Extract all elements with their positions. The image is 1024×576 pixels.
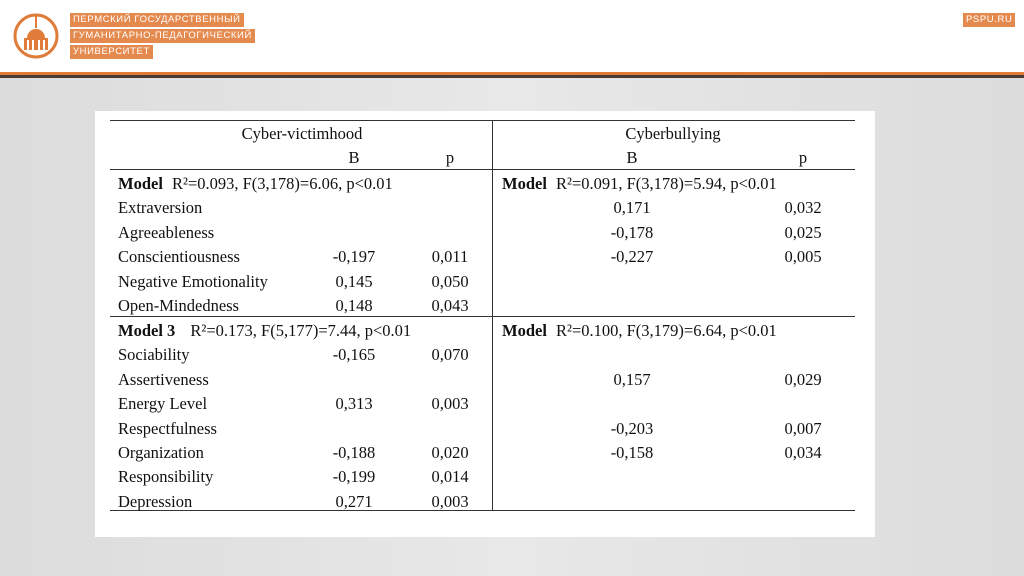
university-name: УНИВЕРСИТЕТ	[70, 45, 153, 59]
column-rule	[492, 120, 493, 510]
cell-value: 0,313	[335, 394, 373, 414]
column-header: p	[445, 148, 455, 167]
model-label: Model 3	[118, 320, 176, 340]
model-stats: R²=0.093, F(3,178)=6.06, p<0.01	[172, 174, 393, 193]
cell-value: -0,158	[610, 442, 654, 462]
cell-value: 0,025	[784, 222, 822, 242]
cell-value: 0,003	[431, 491, 469, 511]
cell-value: 0,014	[431, 467, 469, 487]
cell-value: 0,145	[335, 271, 373, 291]
cell-value: 0,003	[431, 394, 469, 414]
cell-value: 0,148	[335, 296, 373, 316]
university-name: ГУМАНИТАРНО-ПЕДАГОГИЧЕСКИЙ	[70, 29, 255, 43]
cell-value: -0,227	[610, 247, 654, 267]
section-header: Cyberbullying	[625, 124, 721, 143]
cell-value: 0,050	[431, 271, 469, 291]
row-label: Responsibility	[118, 467, 214, 487]
cell-value: 0,005	[784, 247, 822, 267]
row-label: Organization	[118, 442, 204, 462]
column-header: B	[348, 148, 360, 167]
site-link[interactable]: PSPU.RU	[963, 13, 1016, 27]
model-label: Model	[502, 320, 547, 340]
cell-value: -0,165	[332, 345, 376, 365]
cell-value: -0,197	[332, 247, 376, 267]
row-label: Depression	[118, 491, 193, 511]
column-header: p	[798, 148, 808, 167]
row-label: Agreeableness	[118, 222, 215, 242]
row-label: Sociability	[118, 345, 190, 365]
rule	[110, 120, 855, 121]
rule	[110, 169, 855, 170]
row-label: Open-Mindedness	[118, 296, 239, 316]
cell-value: 0,029	[784, 369, 822, 389]
cell-value: 0,043	[431, 296, 469, 316]
cell-value: 0,157	[613, 369, 651, 389]
header-bar: ПЕРМСКИЙ ГОСУДАРСТВЕННЫЙ ГУМАНИТАРНО-ПЕД…	[0, 0, 1024, 72]
cell-value: -0,188	[332, 442, 376, 462]
university-name: ПЕРМСКИЙ ГОСУДАРСТВЕННЫЙ	[70, 13, 244, 27]
divider	[0, 72, 1024, 75]
cell-value: -0,203	[610, 418, 654, 438]
divider	[0, 75, 1024, 78]
cell-value: 0,034	[784, 442, 822, 462]
model-stats: R²=0.091, F(3,178)=5.94, p<0.01	[556, 174, 777, 193]
cell-value: 0,171	[613, 198, 651, 218]
rule	[110, 510, 855, 511]
cell-value: 0,032	[784, 198, 822, 218]
column-header: B	[626, 148, 638, 167]
cell-value: 0,020	[431, 442, 469, 462]
model-label: Model	[118, 174, 163, 193]
cell-value: 0,271	[335, 491, 373, 511]
section-header: Cyber-victimhood	[241, 124, 363, 143]
cell-value: -0,199	[332, 467, 376, 487]
row-label: Extraversion	[118, 198, 203, 218]
cell-value: -0,178	[610, 222, 654, 242]
rule	[110, 316, 855, 317]
row-label: Energy Level	[118, 394, 208, 414]
cell-value: 0,070	[431, 345, 469, 365]
cell-value: 0,011	[431, 247, 469, 267]
row-label: Conscientiousness	[118, 247, 240, 267]
model-label: Model	[502, 174, 547, 193]
cell-value: 0,007	[784, 418, 822, 438]
row-label: Respectfulness	[118, 418, 217, 438]
model-stats: R²=0.100, F(3,179)=6.64, p<0.01	[556, 320, 777, 340]
row-label: Negative Emotionality	[118, 271, 268, 291]
row-label: Assertiveness	[118, 369, 209, 389]
logo	[13, 13, 59, 59]
model-stats: R²=0.173, F(5,177)=7.44, p<0.01	[190, 320, 412, 340]
